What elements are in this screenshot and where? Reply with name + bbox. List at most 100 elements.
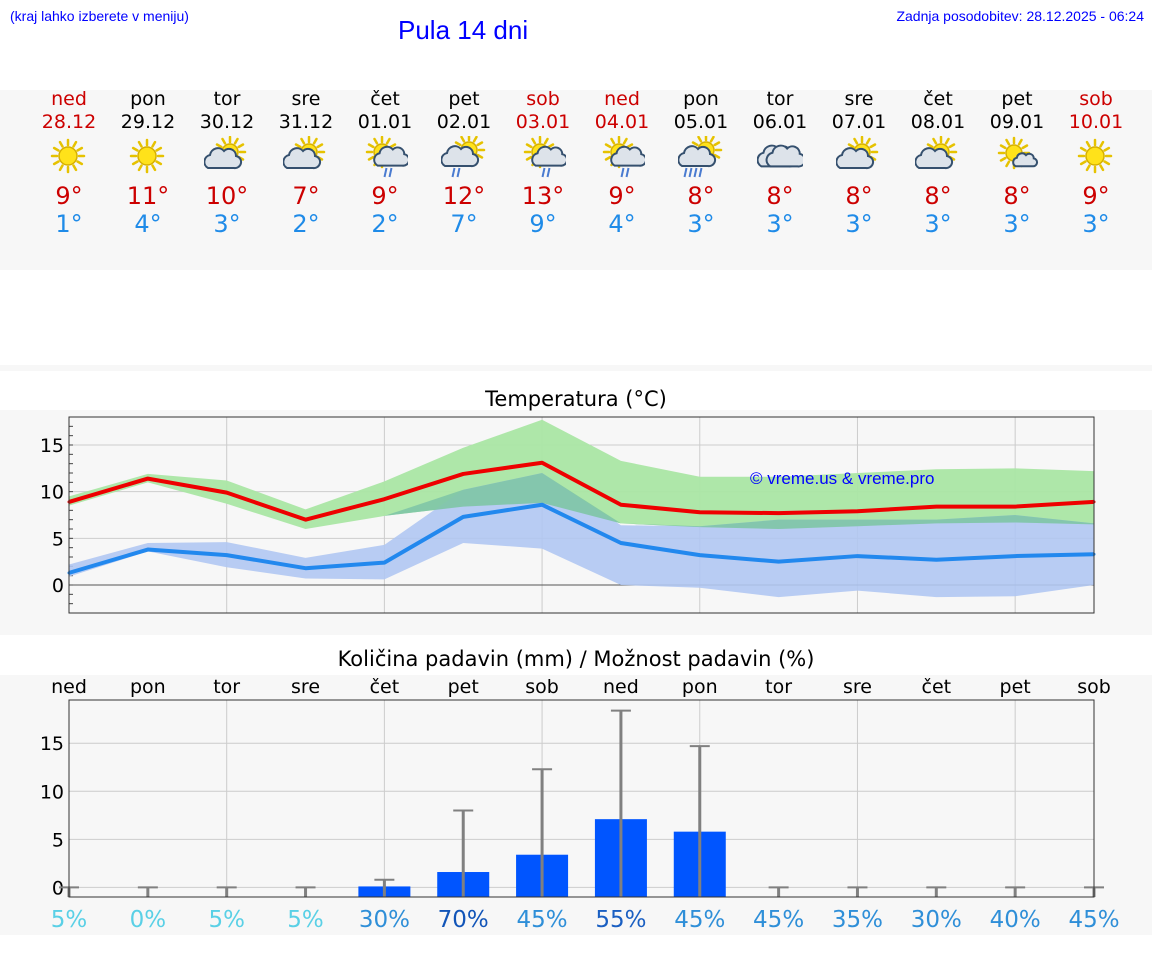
max-temperature: 8° [924,182,952,210]
max-temperature-point [382,497,386,501]
min-temperature-point [304,566,308,570]
precipitation-day-label: čet [922,676,952,698]
precipitation-probability: 45% [1068,907,1119,933]
max-temperature-point [777,511,781,515]
precipitation-plot-area [69,700,1094,897]
day-column: pon 29.12 11° 4° [108,88,188,238]
max-temperature: 11° [126,182,170,210]
min-temperature: 7° [450,210,478,238]
min-temperature-point [855,554,859,558]
day-date: 30.12 [199,111,255,133]
sun-cloud-rain-icon [602,136,645,178]
day-column: čet 01.01 9° 2° [345,88,425,238]
max-temperature: 8° [766,182,794,210]
sun-small-cloud-icon [997,136,1038,170]
max-temperature: 8° [687,182,715,210]
min-temperature-point [146,548,150,552]
copyright-watermark: © vreme.us & vreme.pro [750,469,934,488]
max-temperature-range-band [69,419,1094,529]
day-column: čet 08.01 8° 3° [898,88,978,238]
max-temperature: 13° [521,182,565,210]
temperature-y-tick: 0 [52,575,64,597]
precipitation-probability: 45% [674,907,725,933]
day-column: tor 30.12 10° 3° [187,88,267,238]
min-temperature: 3° [1003,210,1031,238]
day-date: 28.12 [41,111,97,133]
precipitation-probability: 40% [990,907,1041,933]
min-temperature: 4° [608,210,636,238]
day-date: 04.01 [594,111,650,133]
cloudy-icon [757,144,803,168]
min-temperature-point [698,553,702,557]
precipitation-probability: 5% [287,907,324,933]
min-temperature: 9° [529,210,557,238]
precipitation-day-label: sob [525,676,559,698]
day-date: 31.12 [278,111,334,133]
sun-cloud-rain-icon [523,136,566,178]
day-name: čet [923,88,953,110]
sun-cloud-rain-icon [365,136,408,178]
max-temperature-point [461,472,465,476]
precipitation-probability: 45% [753,907,804,933]
sun-cloud-heavy-rain-icon [678,136,723,178]
min-temperature: 4° [134,210,162,238]
min-temperature: 3° [213,210,241,238]
min-temperature-point [382,561,386,565]
day-column: pon 05.01 8° 3° [661,88,741,238]
min-temperature-point [540,503,544,507]
day-name: tor [213,88,241,110]
max-temperature-point [1013,505,1017,509]
min-temperature-point [619,541,623,545]
temperature-band-overlap [69,473,1094,529]
max-temperature: 9° [608,182,636,210]
max-temperature: 9° [371,182,399,210]
min-temperature-point [777,560,781,564]
precipitation-y-tick: 15 [40,733,64,755]
day-date: 05.01 [673,111,729,133]
separator [0,365,1152,371]
day-name: sob [1079,88,1113,110]
partly-cloudy-icon [915,136,958,170]
min-temperature: 1° [55,210,83,238]
partly-cloudy-rain-icon [441,136,486,178]
min-temperature: 3° [845,210,873,238]
day-column: tor 06.01 8° 3° [740,88,820,238]
day-column: sre 07.01 8° 3° [819,88,899,238]
max-temperature-point [146,477,150,481]
precipitation-y-tick: 5 [52,829,64,851]
max-temperature: 9° [55,182,83,210]
min-temperature-line [68,502,1095,575]
max-temperature-point [619,503,623,507]
max-temperature-point [698,510,702,514]
precipitation-day-label: ned [51,676,87,698]
precipitation-chart-title: Količina padavin (mm) / Možnost padavin … [337,647,815,671]
precipitation-probability: 5% [51,907,88,933]
location-menu-hint[interactable]: (kraj lahko izberete v meniju) [10,8,189,24]
precipitation-day-label: pon [682,676,718,698]
temperature-y-tick: 15 [40,435,64,457]
precipitation-day-label: sre [843,676,872,698]
day-date: 03.01 [515,111,571,133]
precipitation-day-label: čet [370,676,400,698]
precipitation-probability: 30% [911,907,962,933]
sun-icon [50,138,86,174]
precipitation-plot-frame [68,699,1095,898]
day-date: 10.01 [1068,111,1124,133]
precipitation-day-label: ned [603,676,639,698]
partly-cloudy-icon [836,136,879,170]
precipitation-probability: 70% [438,907,489,933]
sun-icon [129,138,165,174]
day-column: sre 31.12 7° 2° [266,88,346,238]
precipitation-day-label: tor [765,676,792,698]
max-temperature: 8° [845,182,873,210]
min-temperature-point [461,515,465,519]
min-temperature-point [934,558,938,562]
precipitation-y-tick: 10 [40,781,64,803]
day-name: sob [526,88,560,110]
min-temperature: 3° [687,210,715,238]
max-temperature-point [225,491,229,495]
day-name: čet [370,88,400,110]
day-name: sre [291,88,321,110]
forecast-panel [0,90,1152,270]
day-name: sre [844,88,874,110]
